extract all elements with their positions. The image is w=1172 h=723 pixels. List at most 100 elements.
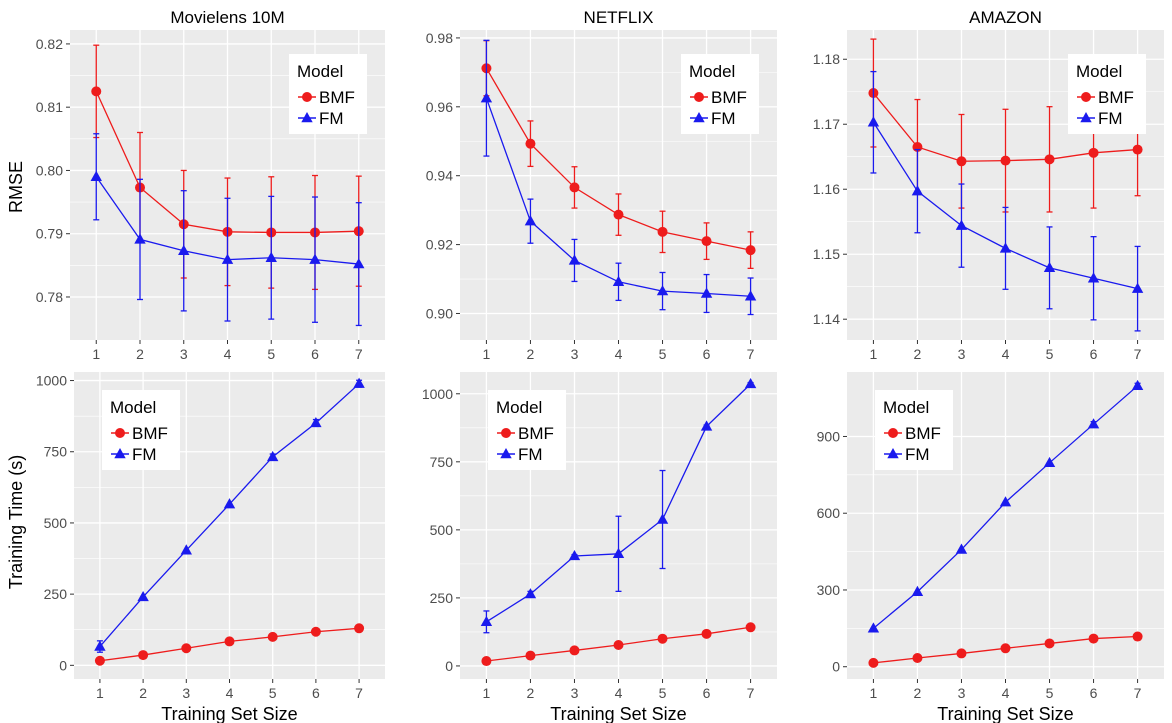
data-point	[525, 650, 536, 661]
data-point	[1088, 633, 1099, 644]
x-tick-label: 3	[958, 346, 966, 362]
data-point	[745, 622, 756, 633]
x-axis-title: Training Set Size	[161, 704, 297, 723]
data-point	[568, 549, 581, 561]
data-point	[955, 543, 968, 554]
y-tick-label: 0.96	[426, 99, 453, 115]
legend-key-marker	[501, 428, 511, 438]
y-tick-label: 1000	[422, 386, 453, 402]
data-point	[612, 547, 625, 559]
legend-key-marker	[115, 428, 125, 438]
data-point	[524, 215, 537, 226]
data-point	[224, 636, 235, 647]
series-fm	[867, 379, 1144, 633]
y-tick-label: 750	[44, 444, 68, 460]
legend-key-marker	[1080, 112, 1092, 123]
x-tick-label: 4	[615, 346, 623, 362]
x-tick-label: 1	[92, 346, 100, 362]
data-point	[1132, 631, 1143, 642]
series-fm	[90, 133, 365, 327]
data-point	[267, 631, 278, 642]
x-tick-label: 2	[914, 685, 922, 701]
data-point	[911, 185, 924, 196]
legend-title: Model	[496, 398, 542, 417]
x-tick-label: 3	[571, 685, 579, 701]
data-point	[744, 290, 757, 301]
legend-key-marker	[694, 92, 704, 102]
x-tick-label: 1	[483, 346, 491, 362]
legend-title: Model	[883, 398, 929, 417]
y-tick-label: 0.94	[426, 168, 453, 184]
y-tick-label: 0.92	[426, 237, 453, 253]
data-point	[1044, 638, 1055, 649]
chart-panel-1: 0.78 0.79 0.80 0.81 0.82 1 2 3 4 5 6 7 Movielens 10M…	[36, 8, 385, 362]
data-point	[701, 628, 712, 639]
x-tick-label: 6	[312, 685, 320, 701]
data-point	[180, 544, 193, 555]
x-tick-label: 5	[267, 346, 275, 362]
legend-label: BMF	[711, 88, 747, 107]
data-point	[353, 377, 365, 388]
x-tick-label: 6	[703, 685, 711, 701]
data-point	[310, 626, 321, 637]
x-axis-title: Training Set Size	[937, 704, 1073, 723]
data-point	[700, 420, 713, 431]
x-tick-label: 7	[1134, 346, 1142, 362]
x-tick-label: 7	[747, 685, 755, 701]
y-tick-label: 500	[44, 515, 68, 531]
chart-panel-4: 0 250 500 750 1000 1 2 3 4 5 6 7 Training Set Size Mo…	[36, 372, 385, 723]
y-axis-title-rmse: RMSE	[6, 161, 26, 213]
y-tick-label: 0.98	[426, 30, 453, 46]
x-tick-label: 2	[914, 346, 922, 362]
series-fm	[480, 377, 757, 634]
y-tick-label: 1.15	[813, 246, 840, 262]
data-point	[568, 254, 581, 265]
y-tick-label: 1.14	[813, 311, 840, 327]
x-tick-label: 6	[1090, 346, 1098, 362]
y-tick-label: 900	[817, 428, 841, 444]
y-tick-label: 0.90	[426, 305, 453, 321]
legend-title: Model	[689, 62, 735, 81]
x-tick-label: 6	[311, 346, 319, 362]
legend-key-marker	[301, 112, 313, 123]
series-fm	[94, 377, 365, 653]
x-tick-label: 7	[1134, 685, 1142, 701]
x-tick-label: 2	[139, 685, 147, 701]
data-point	[265, 251, 277, 262]
data-point	[569, 182, 580, 193]
data-point	[134, 233, 146, 244]
data-point	[353, 258, 365, 269]
x-axis-title: Training Set Size	[550, 704, 686, 723]
x-tick-label: 1	[870, 346, 878, 362]
legend-box	[875, 390, 953, 470]
legend-box	[102, 390, 180, 470]
data-point	[656, 285, 669, 296]
legend: Model BMF FM	[488, 390, 566, 470]
legend-title: Model	[110, 398, 156, 417]
data-point	[354, 623, 365, 634]
legend-label: FM	[132, 445, 157, 464]
data-point	[701, 236, 712, 247]
series-bmf	[94, 623, 365, 666]
data-point	[137, 590, 149, 602]
legend: Model BMF FM	[681, 54, 759, 134]
data-point	[956, 648, 967, 659]
legend-box	[1068, 54, 1146, 134]
series-fm	[480, 39, 757, 316]
legend-label: BMF	[905, 424, 941, 443]
data-point	[569, 645, 580, 656]
data-point	[612, 275, 625, 286]
legend-key-marker	[500, 448, 512, 459]
legend-label: BMF	[518, 424, 554, 443]
data-point	[138, 650, 149, 661]
legend-box	[488, 390, 566, 470]
y-tick-label: 1000	[36, 373, 67, 389]
data-point	[999, 496, 1012, 507]
legend-box	[681, 54, 759, 134]
x-tick-label: 5	[1046, 346, 1054, 362]
y-tick-label: 1.18	[813, 51, 840, 67]
x-tick-label: 3	[958, 685, 966, 701]
data-point	[480, 92, 493, 103]
data-point	[94, 655, 105, 666]
legend-title: Model	[1076, 62, 1122, 81]
